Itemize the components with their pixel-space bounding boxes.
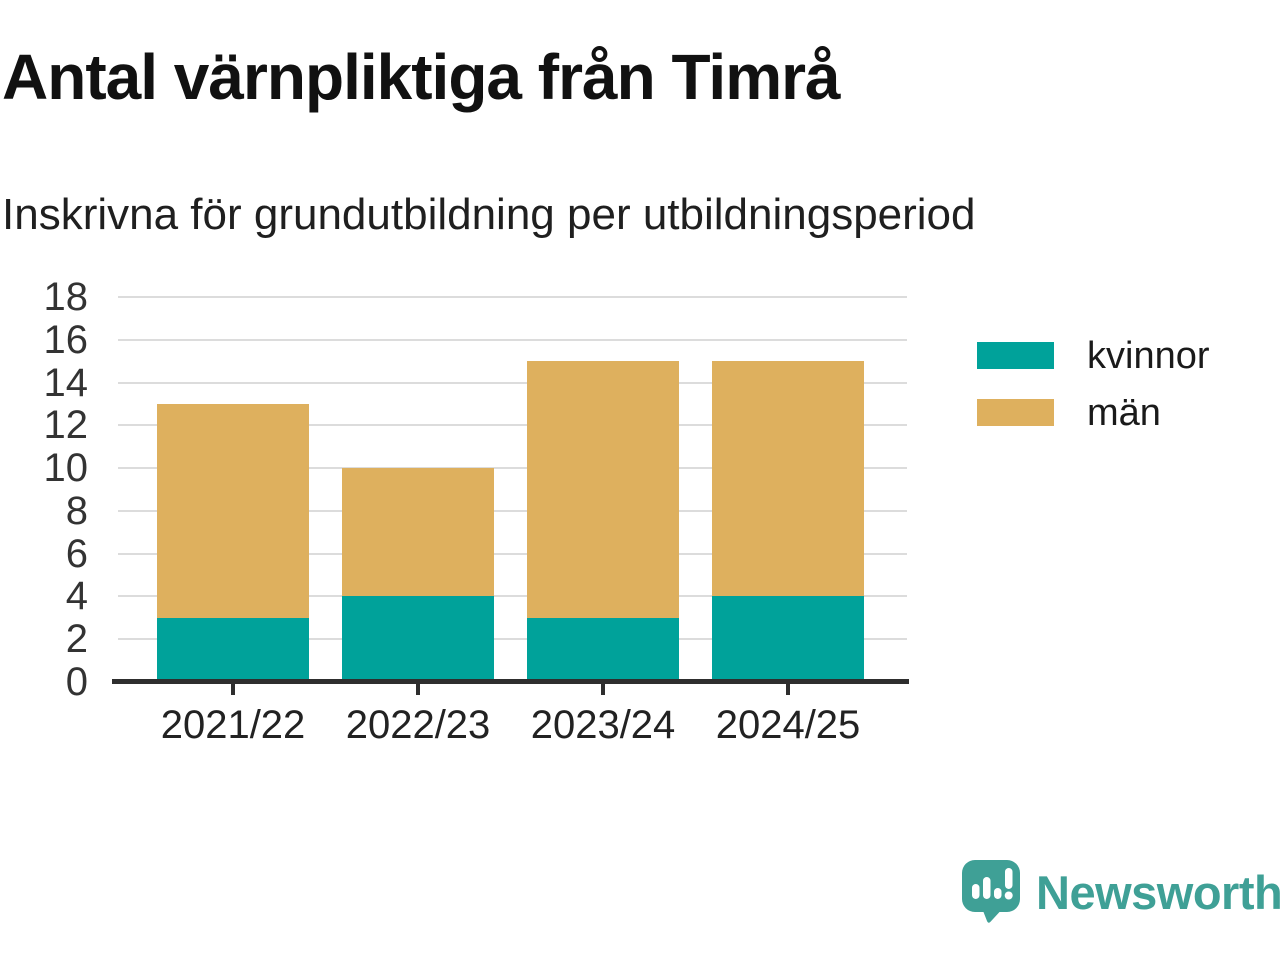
gridline-14 [118,381,907,384]
y-axis-label-8: 8 [65,488,88,533]
y-axis-label-18: 18 [43,275,89,319]
bar-segment-kvinnor-2022/23 [342,596,494,682]
x-axis-line [112,679,909,684]
gridline-16 [118,338,907,341]
x-axis-label-2023/24: 2023/24 [530,703,676,747]
legend-label-kvinnor: kvinnor [1087,334,1210,377]
chart-subtitle: Inskrivna för grundutbildning per utbild… [2,190,976,239]
gridline-12 [118,424,907,427]
chart-title: Antal värnpliktiga från Timrå [2,41,841,113]
newsworthy-logo: Newsworthy [962,860,1280,924]
x-axis-label-2024/25: 2024/25 [715,703,861,747]
y-axis-label-2: 2 [65,617,88,662]
gridline-6 [118,552,907,555]
y-axis-label-14: 14 [43,360,89,405]
legend-label-man: män [1087,391,1161,434]
y-axis-label-6: 6 [65,531,88,576]
y-axis-label-4: 4 [65,574,88,619]
bar-segment-kvinnor-2023/24 [527,617,679,682]
x-axis-label-2021/22: 2021/22 [160,703,306,747]
legend-item-man: män [977,394,1210,432]
gridline-4 [118,595,907,598]
legend-swatch-kvinnor [977,342,1054,369]
gridline-8 [118,509,907,512]
gridline-2 [118,638,907,641]
y-axis-label-12: 12 [43,403,89,448]
y-axis-label-0: 0 [65,660,88,704]
axis-tick-2022/23 [416,682,420,695]
newsworthy-logo-icon [962,860,1020,923]
y-axis-label-10: 10 [43,446,89,491]
newsworthy-logo-text: Newsworthy [1036,865,1280,919]
legend-swatch-man [977,399,1054,426]
y-axis-label-16: 16 [43,317,89,362]
bar-segment-män-2024/25 [712,361,864,597]
legend-item-kvinnor: kvinnor [977,337,1210,375]
bar-segment-män-2021/22 [157,403,309,618]
gridline-10 [118,467,907,470]
x-axis-label-2022/23: 2022/23 [345,703,491,747]
bar-segment-kvinnor-2024/25 [712,596,864,682]
gridline-18 [118,296,907,298]
axis-tick-2021/22 [231,682,235,695]
bar-segment-män-2023/24 [527,361,679,618]
axis-tick-2024/25 [786,682,790,695]
legend: kvinnor män [977,337,1210,456]
bar-segment-män-2022/23 [342,468,494,597]
axis-tick-2023/24 [601,682,605,695]
bar-segment-kvinnor-2021/22 [157,617,309,682]
